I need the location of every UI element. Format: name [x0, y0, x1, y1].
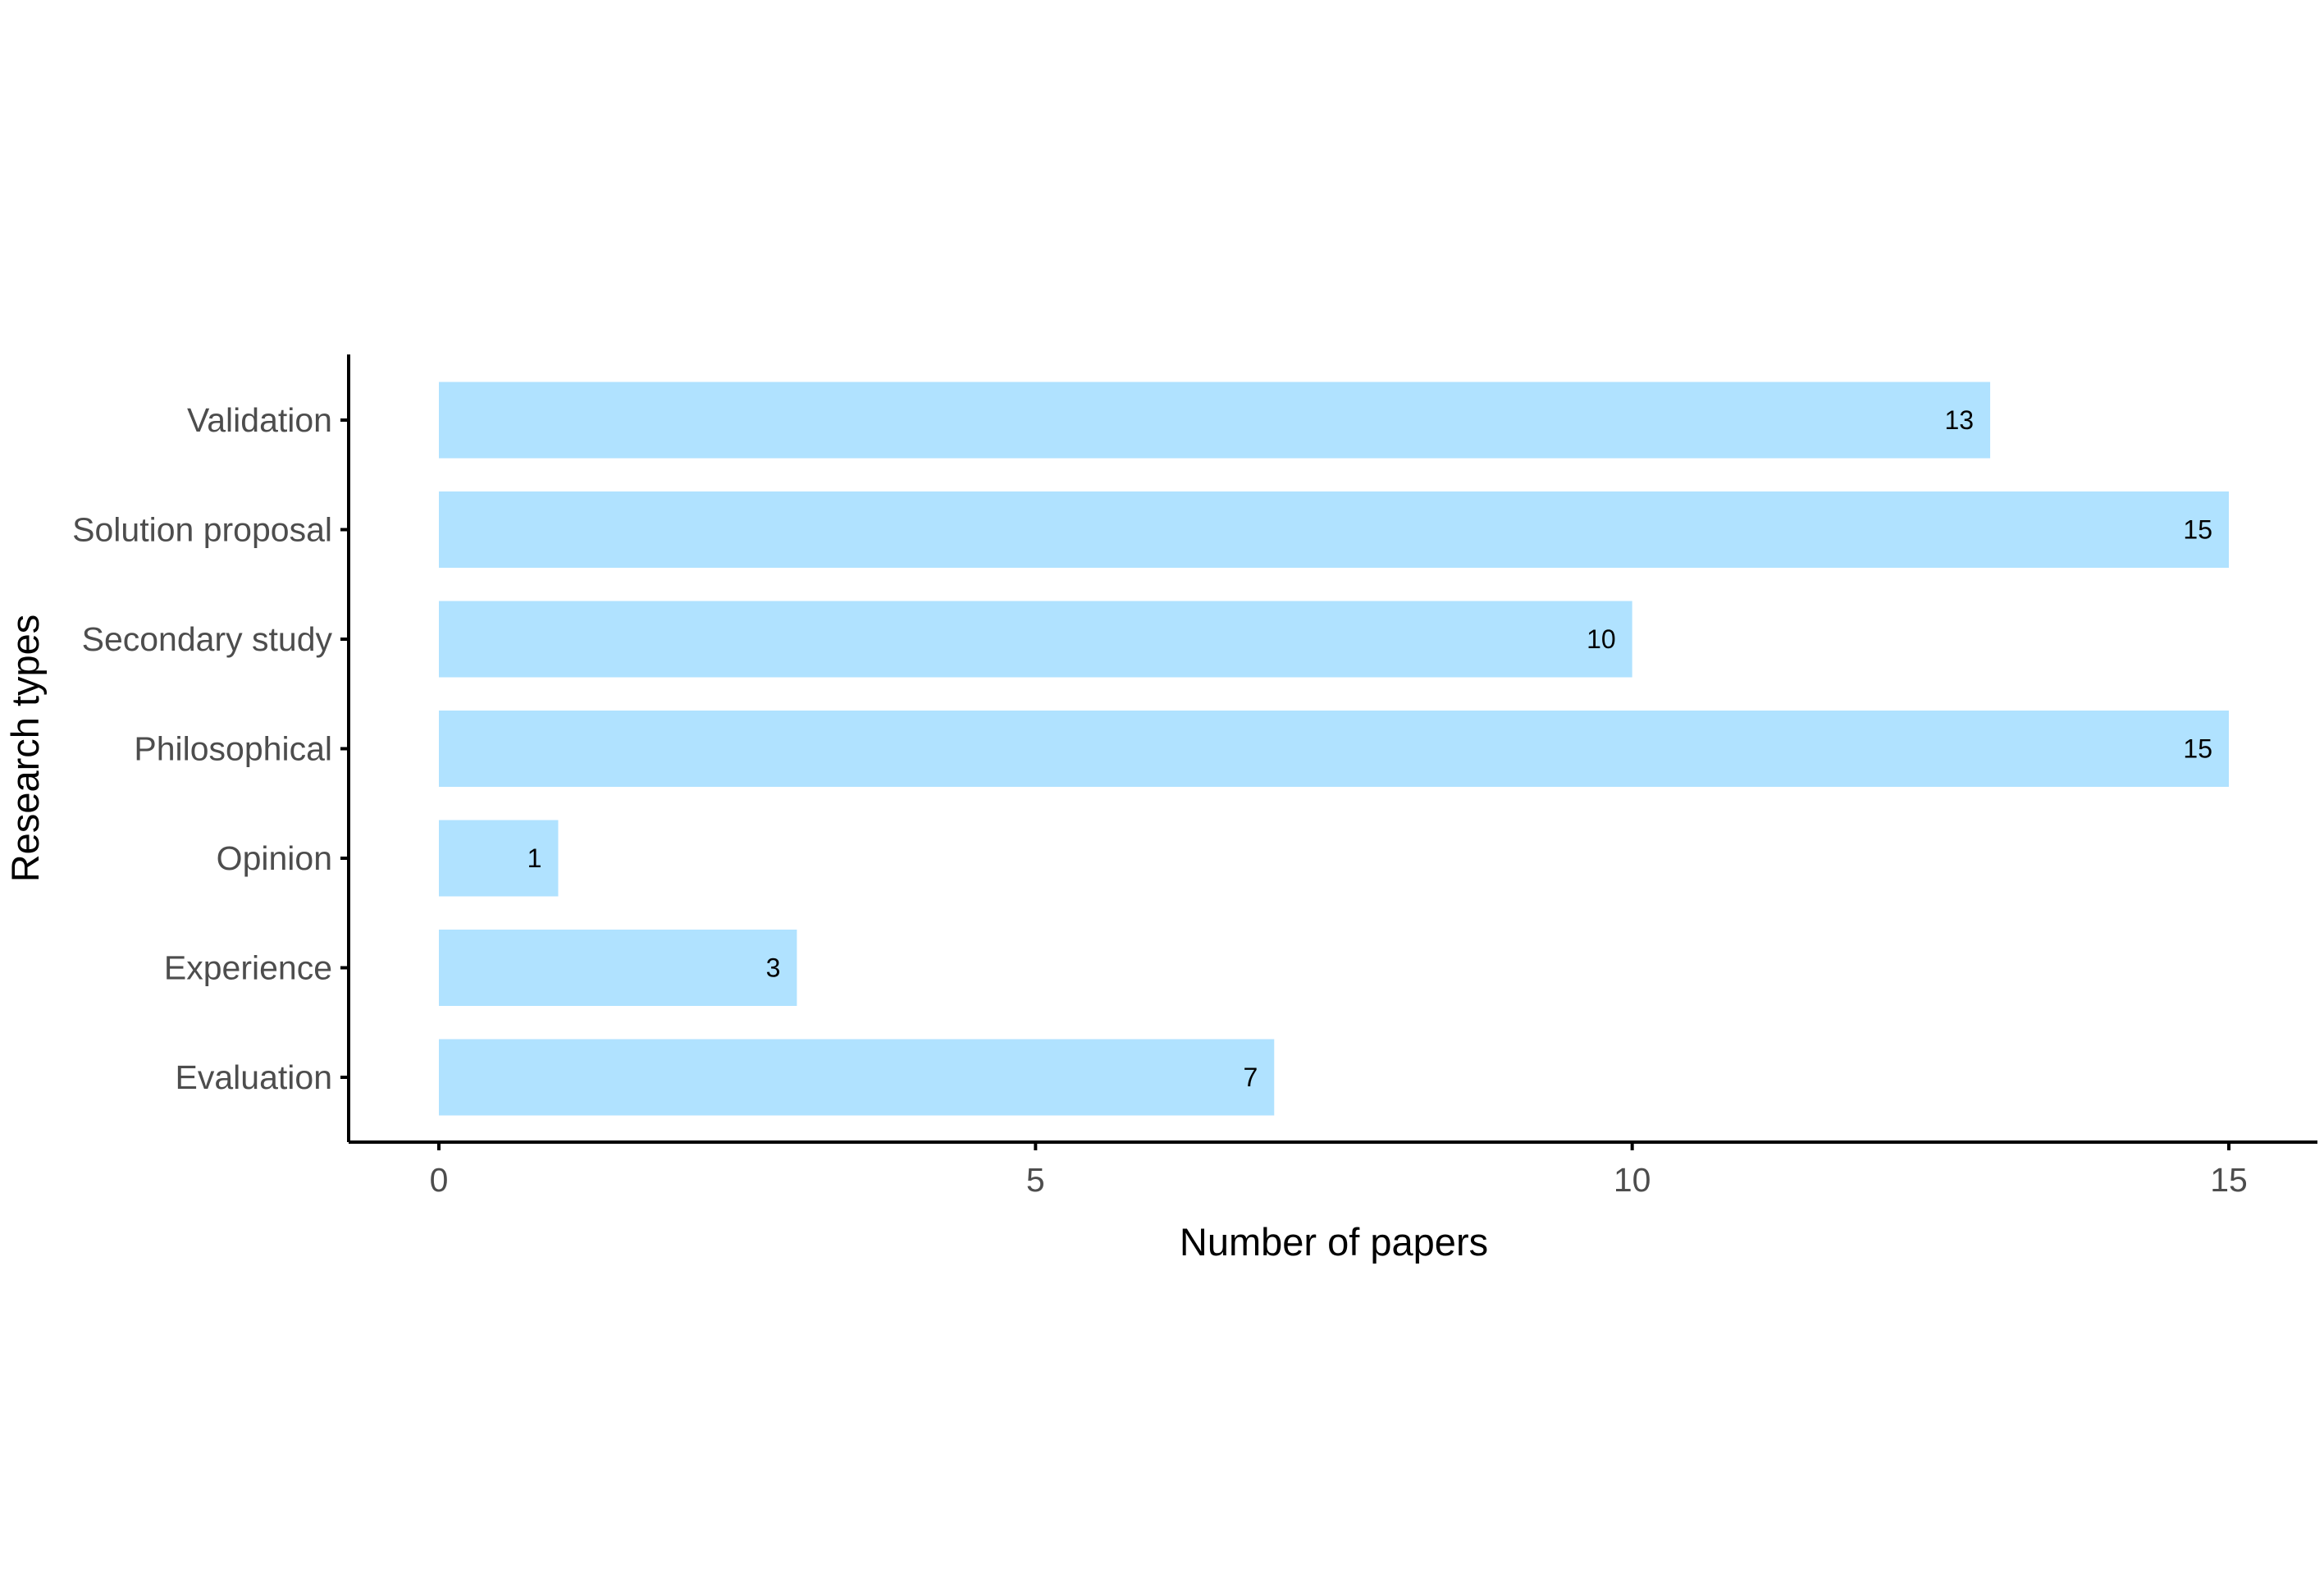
x-tick-label-5: 5 [1026, 1161, 1045, 1199]
bar-experience [439, 930, 797, 1006]
y-tick-label-evaluation: Evaluation [176, 1058, 332, 1096]
y-tick-label-opinion: Opinion [217, 839, 332, 877]
y-tick-label-philosophical: Philosophical [134, 730, 332, 768]
data-label-validation: 13 [1944, 405, 1974, 435]
bar-evaluation [439, 1039, 1275, 1116]
x-axis: 0 5 10 15 [349, 1140, 2317, 1199]
data-label-experience: 3 [766, 953, 781, 983]
y-axis: Validation Solution proposal Secondary stu… [72, 354, 350, 1142]
y-tick-label-solution-proposal: Solution proposal [72, 511, 332, 549]
bar-validation [439, 382, 1991, 459]
data-label-philosophical: 15 [2183, 734, 2212, 764]
x-tick-label-10: 10 [1614, 1161, 1651, 1199]
bar-opinion [439, 820, 559, 897]
data-label-solution-proposal: 15 [2183, 515, 2212, 545]
y-axis-title: Research types [3, 615, 47, 883]
bar-philosophical [439, 711, 2229, 787]
x-axis-title: Number of papers [1180, 1220, 1488, 1264]
y-tick-label-validation: Validation [187, 401, 332, 439]
y-tick-label-experience: Experience [164, 949, 332, 987]
data-label-secondary-study: 10 [1587, 624, 1616, 654]
x-tick-label-0: 0 [430, 1161, 449, 1199]
data-label-opinion: 1 [527, 843, 542, 873]
y-tick-label-secondary-study: Secondary study [82, 620, 333, 658]
data-label-evaluation: 7 [1243, 1063, 1258, 1092]
x-tick-label-15: 15 [2210, 1161, 2248, 1199]
bar-solution-proposal [439, 491, 2229, 568]
bar-secondary-study [439, 601, 1632, 678]
